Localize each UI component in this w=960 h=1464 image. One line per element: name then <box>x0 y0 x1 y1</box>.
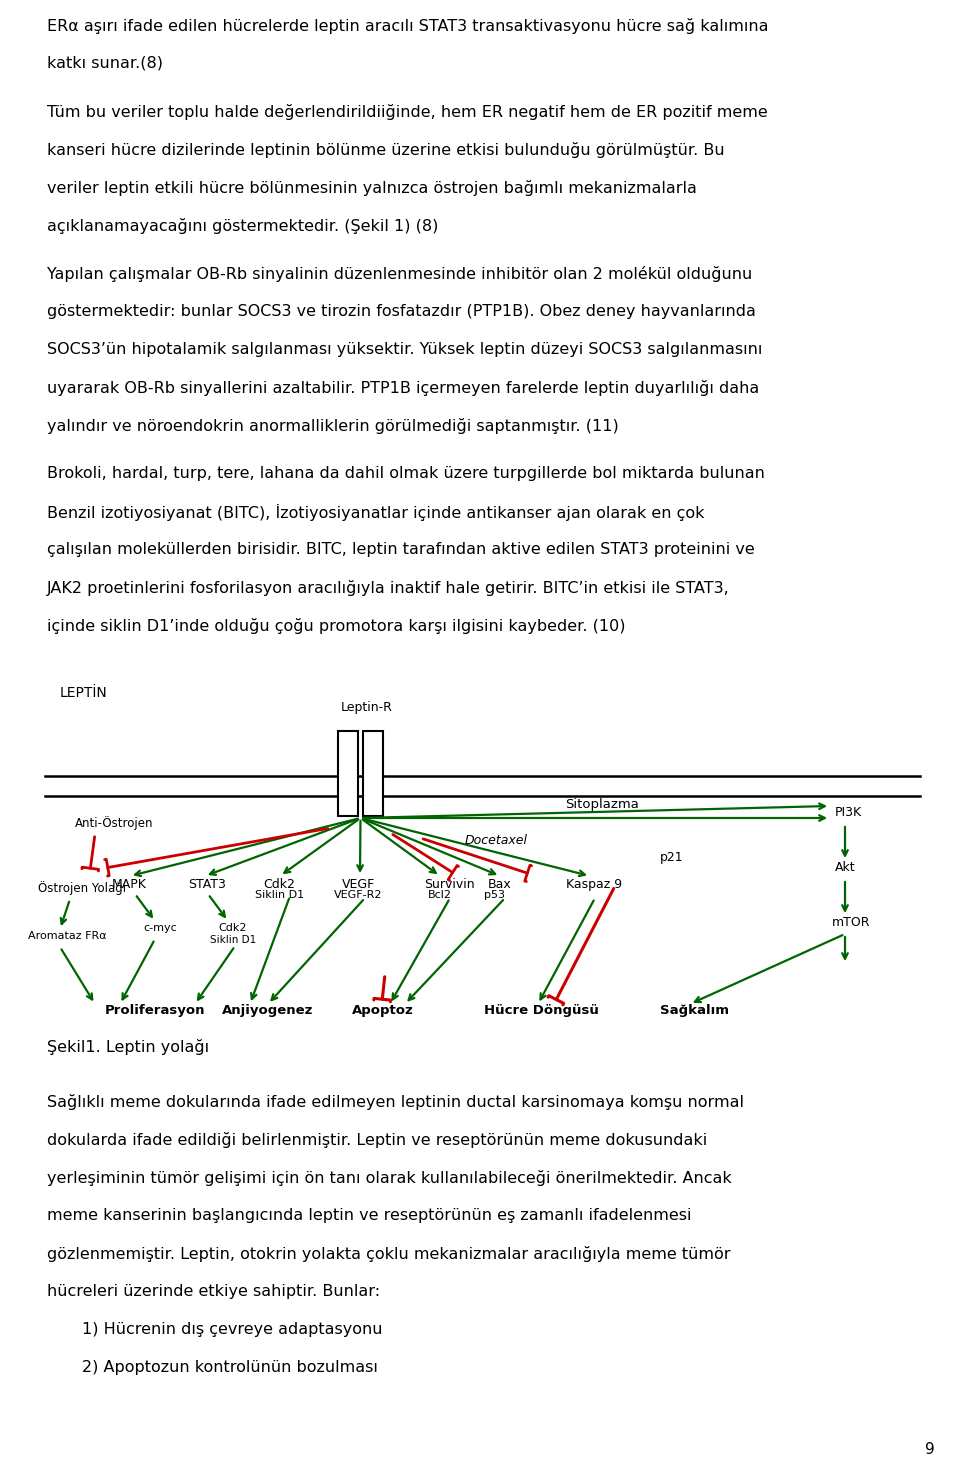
Text: Sağlıklı meme dokularında ifade edilmeyen leptinin ductal karsinomaya komşu norm: Sağlıklı meme dokularında ifade edilmeye… <box>47 1094 744 1110</box>
Text: göstermektedir: bunlar SOCS3 ve tirozin fosfatazdır (PTP1B). Obez deney hayvanla: göstermektedir: bunlar SOCS3 ve tirozin … <box>47 305 756 319</box>
Text: mTOR: mTOR <box>832 916 871 930</box>
Text: 1) Hücrenin dış çevreye adaptasyonu: 1) Hücrenin dış çevreye adaptasyonu <box>82 1322 382 1337</box>
Text: Anjiyogenez: Anjiyogenez <box>222 1004 313 1017</box>
Text: Brokoli, hardal, turp, tere, lahana da dahil olmak üzere turpgillerde bol miktar: Brokoli, hardal, turp, tere, lahana da d… <box>47 466 765 482</box>
Text: VEGF: VEGF <box>342 878 375 892</box>
Text: Docetaxel: Docetaxel <box>465 834 528 848</box>
Text: Anti-Östrojen: Anti-Östrojen <box>75 815 154 830</box>
Text: yalındır ve nöroendokrin anormalliklerin görülmediği saptanmıştır. (11): yalındır ve nöroendokrin anormalliklerin… <box>47 419 619 433</box>
Text: Şekil1. Leptin yolağı: Şekil1. Leptin yolağı <box>47 1039 209 1056</box>
Text: Sitoplazma: Sitoplazma <box>565 798 638 811</box>
Text: MAPK: MAPK <box>112 878 147 892</box>
Text: ERα aşırı ifade edilen hücrelerde leptin aracılı STAT3 transaktivasyonu hücre sa: ERα aşırı ifade edilen hücrelerde leptin… <box>47 18 769 34</box>
Text: meme kanserinin başlangıcında leptin ve reseptörünün eş zamanlı ifadelenmesi: meme kanserinin başlangıcında leptin ve … <box>47 1208 691 1222</box>
Text: p21: p21 <box>660 851 684 864</box>
Text: Bax: Bax <box>488 878 512 892</box>
Text: uyararak OB-Rb sinyallerini azaltabilir. PTP1B içermeyen farelerde leptin duyarl: uyararak OB-Rb sinyallerini azaltabilir.… <box>47 381 759 395</box>
Text: Aromataz FRα: Aromataz FRα <box>28 931 107 941</box>
Text: Apoptoz: Apoptoz <box>352 1004 414 1017</box>
Text: p53: p53 <box>484 890 505 900</box>
Text: Sağkalım: Sağkalım <box>660 1004 729 1017</box>
Text: gözlenmemiştir. Leptin, otokrin yolakta çoklu mekanizmalar aracılığıyla meme tüm: gözlenmemiştir. Leptin, otokrin yolakta … <box>47 1246 731 1262</box>
Text: c-myc: c-myc <box>143 922 177 933</box>
Text: Siklin D1: Siklin D1 <box>210 935 256 944</box>
Text: Siklin D1: Siklin D1 <box>255 890 304 900</box>
Text: STAT3: STAT3 <box>188 878 226 892</box>
Text: JAK2 proetinlerini fosforilasyon aracılığıyla inaktif hale getirir. BITC’in etki: JAK2 proetinlerini fosforilasyon aracılı… <box>47 580 730 596</box>
Text: Akt: Akt <box>835 861 855 874</box>
Text: Tüm bu veriler toplu halde değerlendirildiiğinde, hem ER negatif hem de ER pozit: Tüm bu veriler toplu halde değerlendiril… <box>47 104 768 120</box>
Text: Leptin-R: Leptin-R <box>341 701 393 714</box>
Text: Kaspaz 9: Kaspaz 9 <box>566 878 622 892</box>
Text: dokularda ifade edildiği belirlenmiştir. Leptin ve reseptörünün meme dokusundaki: dokularda ifade edildiği belirlenmiştir.… <box>47 1132 708 1148</box>
Text: kanseri hücre dizilerinde leptinin bölünme üzerine etkisi bulunduğu görülmüştür.: kanseri hücre dizilerinde leptinin bölün… <box>47 142 725 158</box>
Text: hücreleri üzerinde etkiye sahiptir. Bunlar:: hücreleri üzerinde etkiye sahiptir. Bunl… <box>47 1284 380 1299</box>
Text: Benzil izotiyosiyanat (BITC), İzotiyosiyanatlar içinde antikanser ajan olarak en: Benzil izotiyosiyanat (BITC), İzotiyosiy… <box>47 504 705 521</box>
Text: Proliferasyon: Proliferasyon <box>105 1004 205 1017</box>
Text: Cdk2: Cdk2 <box>218 922 247 933</box>
Bar <box>338 731 358 815</box>
Text: çalışılan moleküllerden birisidir. BITC, leptin tarafından aktive edilen STAT3 p: çalışılan moleküllerden birisidir. BITC,… <box>47 542 755 556</box>
Text: 2) Apoptozun kontrolünün bozulması: 2) Apoptozun kontrolünün bozulması <box>82 1360 378 1375</box>
Text: SOCS3’ün hipotalamik salgılanması yüksektir. Yüksek leptin düzeyi SOCS3 salgılan: SOCS3’ün hipotalamik salgılanması yüksek… <box>47 343 762 357</box>
Text: veriler leptin etkili hücre bölünmesinin yalnızca östrojen bağımlı mekanizmalarl: veriler leptin etkili hücre bölünmesinin… <box>47 180 697 196</box>
Text: Östrojen Yolağı: Östrojen Yolağı <box>38 881 126 895</box>
Text: PI3K: PI3K <box>835 807 862 818</box>
Text: Yapılan çalışmalar OB-Rb sinyalinin düzenlenmesinde inhibitör olan 2 molékül old: Yapılan çalışmalar OB-Rb sinyalinin düze… <box>47 266 753 283</box>
Text: Bcl2: Bcl2 <box>428 890 452 900</box>
Text: Cdk2: Cdk2 <box>263 878 295 892</box>
Text: açıklanamayacağını göstermektedir. (Şekil 1) (8): açıklanamayacağını göstermektedir. (Şeki… <box>47 218 439 234</box>
Bar <box>363 731 383 815</box>
Text: 9: 9 <box>925 1442 935 1457</box>
Text: katkı sunar.(8): katkı sunar.(8) <box>47 56 163 70</box>
Text: içinde siklin D1’inde olduğu çoğu promotora karşı ilgisini kaybeder. (10): içinde siklin D1’inde olduğu çoğu promot… <box>47 618 626 634</box>
Text: LEPTİN: LEPTİN <box>60 687 108 700</box>
Text: Survivin: Survivin <box>424 878 474 892</box>
Text: Hücre Döngüsü: Hücre Döngüsü <box>484 1004 599 1017</box>
Text: VEGF-R2: VEGF-R2 <box>334 890 382 900</box>
Text: yerleşiminin tümör gelişimi için ön tanı olarak kullanılabileceği önerilmektedir: yerleşiminin tümör gelişimi için ön tanı… <box>47 1170 732 1186</box>
